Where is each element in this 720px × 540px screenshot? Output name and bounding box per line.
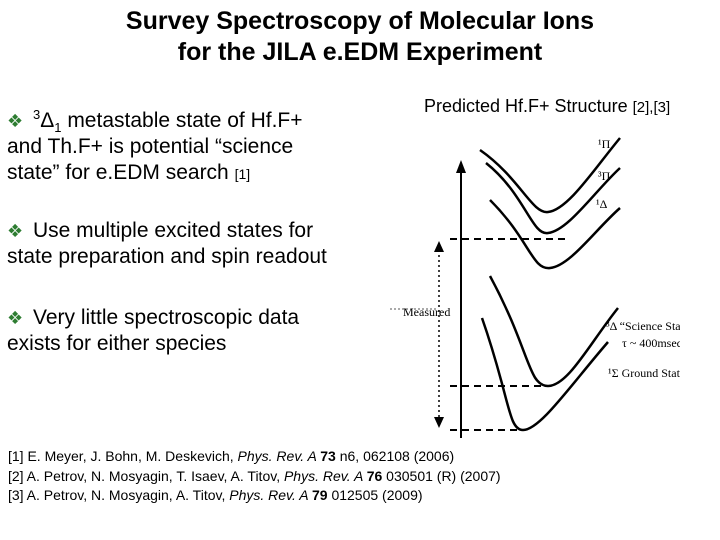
label-measured: Measured: [403, 305, 450, 319]
curve-3delta-science: [488, 275, 619, 388]
label-curve-3pi: ³Π: [598, 169, 611, 183]
reference-item: [2] A. Petrov, N. Mosyagin, T. Isaev, A.…: [8, 467, 501, 484]
curve-1pi: [479, 137, 621, 214]
curve-3pi: [485, 162, 621, 235]
measured-arrow-down-icon: [434, 417, 444, 428]
bullet-1-ref: [1]: [234, 166, 251, 182]
bullet-diamond-icon: ❖: [7, 111, 24, 131]
potential-curves-diagram: ¹Π ³Π ¹Δ Measured ³Δ “Science State” τ ~…: [390, 137, 680, 438]
title-line-2: for the JILA e.EDM Experiment: [177, 38, 543, 66]
label-lifetime: τ ~ 400msecF: [622, 335, 680, 350]
curve-1sigma-ground: [480, 317, 609, 432]
bullet-diamond-icon: ❖: [7, 221, 24, 241]
bullet-1-text-3: state” for e.EDM search: [7, 161, 235, 184]
curve-1delta: [489, 199, 621, 270]
references-list: [1] E. Meyer, J. Bohn, M. Deskevich, Phy…: [8, 447, 501, 506]
label-lifetime-text: τ ~ 400msec: [622, 336, 680, 350]
bullet-2-text-1: Use multiple excited states for: [27, 219, 314, 242]
bullet-excited-states: ❖ Use multiple excited states for state …: [7, 218, 327, 270]
measured-arrow-up-icon: [434, 241, 444, 252]
bullet-2-text-2: state preparation and spin readout: [7, 245, 327, 268]
reference-item: [3] A. Petrov, N. Mosyagin, A. Titov, Ph…: [8, 487, 423, 503]
bullet-spectroscopic-data: ❖ Very little spectroscopic data exists …: [7, 305, 299, 357]
term-superscript: 3: [32, 107, 41, 122]
delta-symbol: Δ: [40, 109, 55, 132]
bullet-science-state: ❖ 3Δ1 metastable state of Hf.F+ and Th.F…: [7, 108, 303, 187]
bullet-1-text-2: and Th.F+ is potential “science: [7, 135, 294, 158]
label-curve-1pi: ¹Π: [598, 137, 611, 151]
diagram-heading: Predicted Hf.F+ Structure [2],[3]: [424, 95, 670, 119]
bullet-diamond-icon: ❖: [7, 308, 24, 328]
diagram-heading-text: Predicted Hf.F+ Structure: [424, 96, 633, 116]
diagram-heading-refs: [2],[3]: [632, 99, 671, 116]
label-science-state: ³Δ “Science State”: [606, 319, 680, 333]
term-subscript: 1: [54, 120, 62, 136]
label-curve-1delta: ¹Δ: [596, 197, 608, 211]
slide-title: Survey Spectroscopy of Molecular Ions fo…: [0, 6, 720, 68]
bullet-3-text-2: exists for either species: [7, 332, 227, 355]
label-ground-state: ¹Σ Ground State: [608, 366, 680, 380]
bullet-1-text-1: metastable state of Hf.F+: [61, 109, 303, 132]
energy-axis-arrow-icon: [456, 160, 466, 173]
title-line-1: Survey Spectroscopy of Molecular Ions: [125, 7, 595, 35]
bullet-3-text-1: Very little spectroscopic data: [27, 306, 300, 329]
reference-item: [1] E. Meyer, J. Bohn, M. Deskevich, Phy…: [8, 448, 455, 464]
